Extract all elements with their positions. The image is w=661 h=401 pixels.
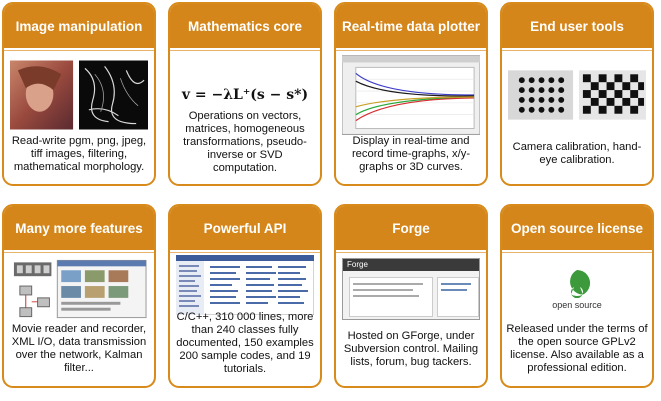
card-description: Read-write pgm, png, jpeg, tiff images, … xyxy=(11,134,147,173)
mathematics-formula-area: v = −λL⁺(s − s*) xyxy=(176,54,314,136)
forge-page-icon: Forge xyxy=(342,258,480,320)
control-law-formula: v = −λL⁺(s − s*) xyxy=(181,87,309,103)
card-title: End user tools xyxy=(502,4,652,50)
card-title: Real-time data plotter xyxy=(336,4,486,50)
forge-logo: Forge xyxy=(343,259,479,271)
card-open-source-license: Open source license open source Released… xyxy=(500,204,654,388)
card-description: C/C++, 310 000 lines, more than 240 clas… xyxy=(176,310,314,375)
calibration-grid-icon xyxy=(508,70,646,120)
card-forge: Forge Forge Hosted on GForge, under Subv… xyxy=(334,204,488,388)
card-description: Released under the terms of the open sou… xyxy=(506,323,648,374)
card-title: Forge xyxy=(336,206,486,252)
card-mathematics-core: Mathematics core v = −λL⁺(s − s*) Operat… xyxy=(168,2,322,186)
card-end-user-tools: End user tools Camera calibration, hand-… xyxy=(500,2,654,186)
card-powerful-api: Powerful API C/C++, 310 000 lines, more … xyxy=(168,204,322,388)
open-source-logo-icon xyxy=(570,269,591,298)
calibration-images xyxy=(508,54,646,136)
api-doc-icon xyxy=(176,255,314,315)
open-source-logo-area: open source xyxy=(508,256,646,322)
plotter-screenshot xyxy=(342,54,480,136)
card-description: Hosted on GForge, under Subversion contr… xyxy=(343,329,479,368)
card-title: Many more features xyxy=(4,206,154,252)
card-many-more-features: Many more features Movie reader and reco… xyxy=(2,204,156,388)
card-description: Operations on vectors, matrices, homogen… xyxy=(183,109,307,174)
card-title: Mathematics core xyxy=(170,4,320,50)
features-icon xyxy=(13,259,147,319)
image-manipulation-illustration xyxy=(10,54,148,136)
image-manipulation-icon xyxy=(10,60,148,130)
card-title: Image manipulation xyxy=(4,4,154,50)
api-doc-screenshot xyxy=(176,254,314,316)
card-title: Powerful API xyxy=(170,206,320,252)
card-image-manipulation: Image manipulation Read-write pgm, png, … xyxy=(2,2,156,186)
features-illustration xyxy=(10,256,148,322)
card-description: Camera calibration, hand-eye calibration… xyxy=(512,141,642,166)
card-realtime-plotter: Real-time data plotter Display in real-t… xyxy=(334,2,488,186)
plot-window-icon xyxy=(342,55,480,135)
card-title: Open source license xyxy=(502,206,652,252)
card-description: Display in real-time and record time-gra… xyxy=(351,134,471,173)
open-source-logo-label: open source xyxy=(552,300,602,310)
card-description: Movie reader and recorder, XML I/O, data… xyxy=(11,323,147,374)
forge-screenshot: Forge xyxy=(342,256,480,322)
